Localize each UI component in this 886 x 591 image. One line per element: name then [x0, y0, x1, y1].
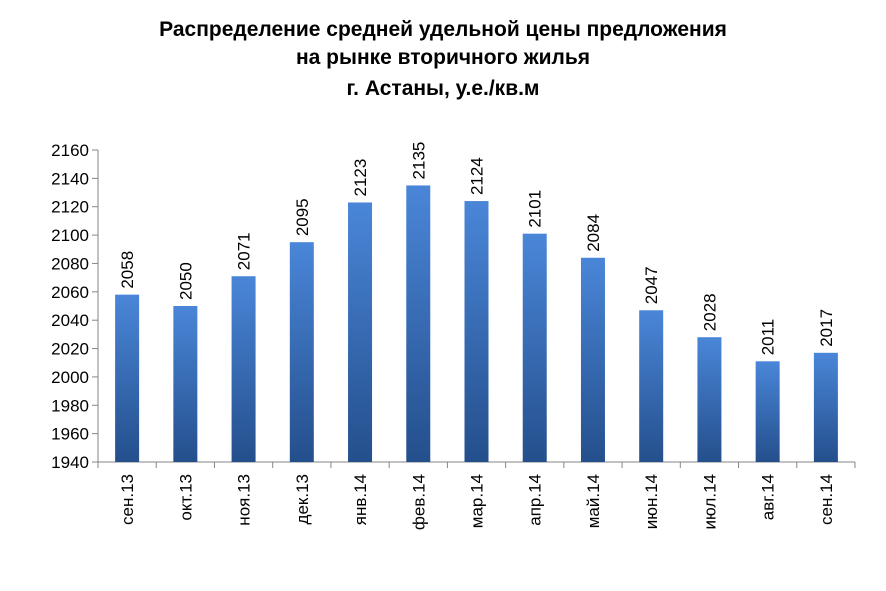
bar — [115, 294, 140, 462]
data-label: 2047 — [642, 266, 661, 304]
data-label: 2084 — [584, 214, 603, 252]
y-tick-label: 2080 — [51, 254, 89, 273]
bar — [348, 202, 373, 463]
y-tick-label: 2040 — [51, 311, 89, 330]
bar — [639, 310, 664, 462]
data-label: 2071 — [235, 232, 254, 270]
chart-title-line-2: на рынке вторичного жилья — [295, 46, 590, 69]
x-tick-label: янв.14 — [351, 474, 370, 525]
x-tick-label: окт.13 — [176, 474, 195, 521]
y-tick-label: 2140 — [51, 169, 89, 188]
y-tick-label: 2120 — [51, 198, 89, 217]
y-tick-label: 1940 — [51, 453, 89, 472]
data-label: 2123 — [351, 159, 370, 197]
chart-title-line-1: Распределение средней удельной цены пред… — [159, 18, 727, 41]
x-tick-label: июн.14 — [642, 474, 661, 529]
y-tick-label: 2060 — [51, 283, 89, 302]
data-label: 2135 — [409, 142, 428, 180]
x-tick-label: фев.14 — [409, 474, 428, 530]
x-tick-label: апр.14 — [526, 474, 545, 526]
data-label: 2011 — [759, 319, 778, 356]
y-tick-label: 2100 — [51, 226, 89, 245]
bar — [231, 276, 256, 462]
bar — [755, 361, 780, 462]
x-axis: сен.13 окт.13 ноя.13 дек.13 янв.14 фев.14 мар.… — [97, 461, 856, 530]
x-tick-label: дек.13 — [293, 474, 312, 524]
data-labels: 2058 2050 2071 2095 2123 2135 2124 2101 2084 2047… — [118, 142, 836, 356]
data-label: 2050 — [176, 262, 195, 300]
x-tick-label: июл.14 — [700, 474, 719, 529]
data-label: 2017 — [817, 309, 836, 347]
bar — [580, 257, 605, 462]
bar — [522, 233, 547, 462]
x-tick-label: мар.14 — [468, 474, 487, 528]
data-label: 2101 — [526, 190, 545, 228]
chart-title-line-3: г. Астаны, у.е./кв.м — [346, 77, 540, 100]
y-tick-label: 2000 — [51, 368, 89, 387]
bar — [813, 352, 838, 462]
y-tick-label: 1960 — [51, 425, 89, 444]
x-tick-label: ноя.13 — [235, 474, 254, 526]
bar — [406, 185, 431, 463]
data-label: 2095 — [293, 198, 312, 236]
x-tick-label: сен.13 — [118, 474, 137, 525]
data-label: 2124 — [468, 157, 487, 195]
y-axis: 1940 1960 1980 2000 2020 2040 2060 2080 2100 2120… — [51, 141, 99, 472]
y-tick-label: 1980 — [51, 396, 89, 415]
bar — [697, 337, 722, 462]
y-tick-label: 2160 — [51, 141, 89, 160]
data-label: 2058 — [118, 251, 137, 289]
data-label: 2028 — [700, 293, 719, 331]
bar — [173, 306, 198, 462]
y-tick-label: 2020 — [51, 340, 89, 359]
x-tick-label: сен.14 — [817, 474, 836, 525]
x-tick-label: май.14 — [584, 474, 603, 528]
bars — [115, 185, 838, 463]
bar — [289, 242, 314, 462]
x-tick-label: авг.14 — [759, 474, 778, 520]
bar — [464, 201, 489, 462]
